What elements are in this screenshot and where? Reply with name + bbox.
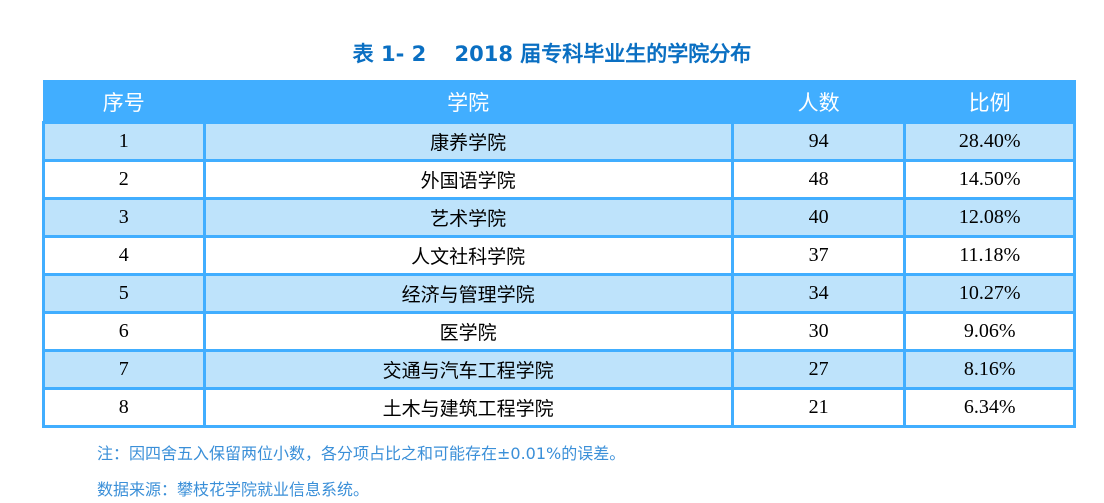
table-row: 1 康养学院 94 28.40%: [42, 121, 1076, 162]
cell-count: 34: [730, 273, 907, 314]
cell-college: 人文社科学院: [202, 235, 734, 276]
table-title: 表 1- 2 2018 届专科毕业生的学院分布: [352, 42, 752, 66]
cell-college: 土木与建筑工程学院: [202, 387, 734, 428]
college-distribution-table: 序号 学院 人数 比例 1 康养学院 94 28.40% 2 外国语学院 48 14.50% 3…: [42, 80, 1076, 428]
table-row: 8 土木与建筑工程学院 21 6.34%: [42, 387, 1076, 428]
data-source-note: 数据来源：攀枝花学院就业信息系统。: [97, 480, 370, 499]
cell-count: 30: [730, 311, 907, 352]
table-row: 2 外国语学院 48 14.50%: [42, 159, 1076, 200]
cell-ratio: 12.08%: [903, 197, 1076, 238]
cell-ratio: 10.27%: [903, 273, 1076, 314]
cell-count: 48: [730, 159, 907, 200]
cell-ratio: 9.06%: [903, 311, 1076, 352]
cell-count: 94: [730, 121, 907, 162]
cell-index: 1: [42, 121, 206, 162]
cell-college: 医学院: [202, 311, 734, 352]
table-row: 7 交通与汽车工程学院 27 8.16%: [42, 349, 1076, 390]
cell-ratio: 6.34%: [903, 387, 1076, 428]
cell-index: 6: [42, 311, 206, 352]
header-index: 序号: [42, 80, 206, 124]
cell-index: 4: [42, 235, 206, 276]
cell-ratio: 8.16%: [903, 349, 1076, 390]
header-ratio: 比例: [903, 80, 1076, 124]
table-row: 4 人文社科学院 37 11.18%: [42, 235, 1076, 276]
cell-index: 7: [42, 349, 206, 390]
header-college: 学院: [203, 80, 734, 124]
table-row: 6 医学院 30 9.06%: [42, 311, 1076, 352]
cell-ratio: 11.18%: [903, 235, 1076, 276]
table-row: 3 艺术学院 40 12.08%: [42, 197, 1076, 238]
cell-college: 经济与管理学院: [202, 273, 734, 314]
cell-college: 交通与汽车工程学院: [202, 349, 734, 390]
cell-count: 37: [730, 235, 907, 276]
cell-count: 40: [730, 197, 907, 238]
cell-ratio: 14.50%: [903, 159, 1076, 200]
cell-index: 3: [42, 197, 206, 238]
cell-college: 外国语学院: [202, 159, 734, 200]
table-row: 5 经济与管理学院 34 10.27%: [42, 273, 1076, 314]
cell-index: 2: [42, 159, 206, 200]
cell-college: 康养学院: [202, 121, 734, 162]
cell-count: 27: [730, 349, 907, 390]
cell-index: 8: [42, 387, 206, 428]
cell-count: 21: [730, 387, 907, 428]
header-count: 人数: [731, 80, 906, 124]
table-header-row: 序号 学院 人数 比例: [42, 80, 1076, 124]
rounding-note: 注：因四舍五入保留两位小数，各分项占比之和可能存在±0.01%的误差。: [97, 444, 626, 463]
cell-college: 艺术学院: [202, 197, 734, 238]
cell-ratio: 28.40%: [903, 121, 1076, 162]
cell-index: 5: [42, 273, 206, 314]
